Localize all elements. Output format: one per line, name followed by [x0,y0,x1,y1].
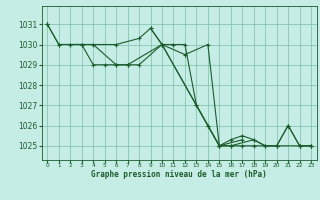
X-axis label: Graphe pression niveau de la mer (hPa): Graphe pression niveau de la mer (hPa) [91,170,267,179]
